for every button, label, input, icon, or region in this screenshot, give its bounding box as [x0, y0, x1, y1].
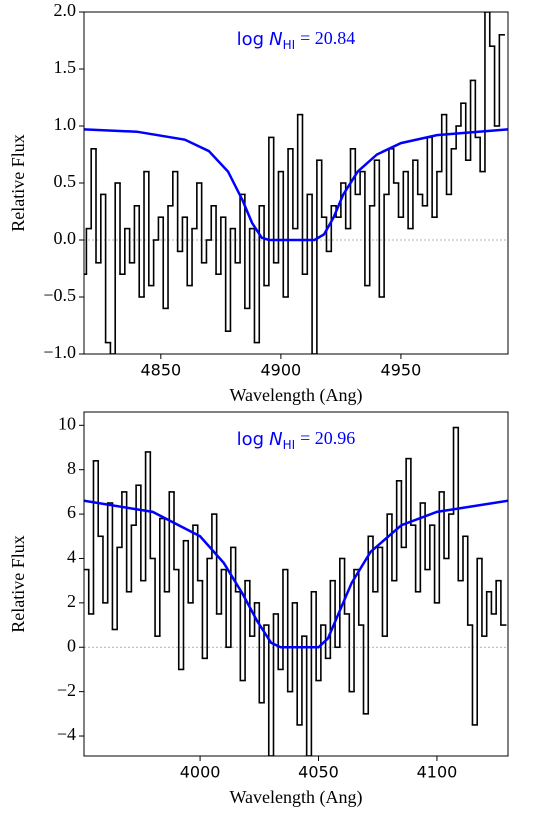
annotation: log NHI = 20.84 — [237, 28, 356, 51]
y-tick-label: −0.5 — [43, 285, 76, 305]
annotation-value: = 20.84 — [300, 28, 355, 48]
x-tick-label: 4100 — [417, 763, 458, 782]
y-tick-label: 1.5 — [54, 57, 77, 77]
step-connector — [87, 427, 502, 756]
model-line — [84, 499, 508, 649]
annotation-subscript: HI — [283, 438, 296, 452]
y-tick-label: 0 — [67, 635, 76, 655]
plot — [84, 426, 508, 756]
step-connector — [85, 12, 501, 354]
annotation-subscript: HI — [283, 38, 296, 52]
x-axis-label: Wavelength (Ang) — [229, 385, 362, 406]
plot — [84, 12, 508, 354]
x-tick-label: 4900 — [261, 361, 302, 380]
x-tick-label: 4850 — [140, 361, 181, 380]
y-tick-label: 8 — [67, 458, 76, 478]
annotation: log NHI = 20.96 — [237, 428, 356, 451]
y-tick-label: 10 — [58, 413, 76, 433]
y-tick-label: 1.0 — [54, 114, 77, 134]
y-tick-label: −4 — [57, 724, 76, 744]
annotation-symbol: N — [269, 29, 282, 50]
y-tick-label: 2 — [67, 591, 76, 611]
y-axis-label: Relative Flux — [8, 535, 28, 633]
y-axis-label: Relative Flux — [8, 134, 28, 232]
x-tick-label: 4000 — [180, 763, 221, 782]
x-axis-label: Wavelength (Ang) — [229, 787, 362, 808]
panel: 4850 4900 4950 −1.0 −0.5 0.0 0.5 1.0 1.5 2.0 Wavel… — [8, 0, 509, 406]
y-tick-label: 0.0 — [54, 228, 77, 248]
annotation-value: = 20.96 — [300, 428, 355, 448]
y-tick-label: 2.0 — [54, 0, 77, 20]
annotation-prefix: log — [237, 29, 264, 50]
y-tick-label: 6 — [67, 502, 76, 522]
y-tick-label: 0.5 — [54, 171, 77, 191]
annotation-prefix: log — [237, 429, 264, 450]
y-tick-label: −2 — [57, 680, 76, 700]
panel: 4000 4050 4100 −4 −2 0 2 4 6 8 10 Wavelength (Ang) R… — [8, 411, 509, 808]
annotation-symbol: N — [269, 429, 282, 450]
x-tick-label: 4950 — [381, 361, 422, 380]
y-tick-label: 4 — [67, 547, 76, 567]
axes-frame — [83, 411, 509, 757]
x-tick-label: 4050 — [298, 763, 339, 782]
axes-frame — [83, 11, 509, 355]
model-line — [84, 128, 508, 242]
y-tick-label: −1.0 — [43, 342, 76, 362]
